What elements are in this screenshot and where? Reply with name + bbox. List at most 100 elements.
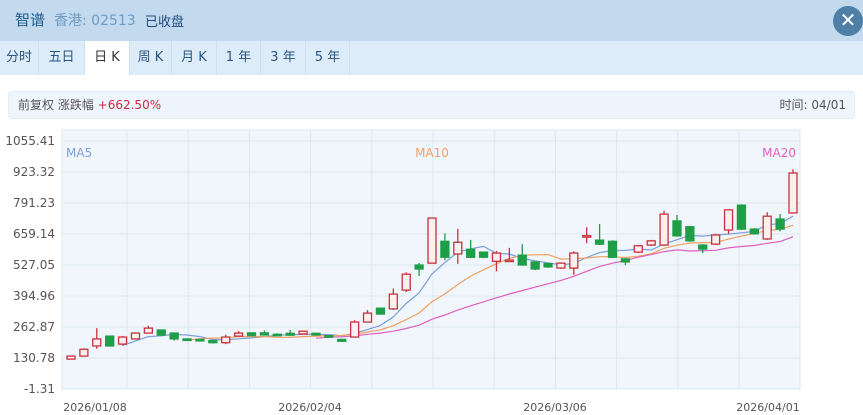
candle bbox=[388, 288, 398, 310]
candle bbox=[698, 244, 708, 254]
candle-body bbox=[195, 338, 205, 342]
candle bbox=[440, 233, 450, 261]
candle bbox=[79, 348, 89, 357]
tab-4[interactable]: 月 K bbox=[172, 41, 217, 75]
candle-body bbox=[105, 335, 115, 347]
candle-body bbox=[749, 228, 759, 235]
tab-6[interactable]: 3 年 bbox=[261, 41, 306, 75]
candle bbox=[736, 204, 747, 231]
candle bbox=[659, 210, 669, 247]
tab-0[interactable]: 分时 bbox=[0, 41, 39, 75]
close-button[interactable]: ✕ bbox=[833, 6, 863, 36]
market-status: 已收盘 bbox=[145, 15, 185, 30]
candle-body bbox=[582, 235, 592, 238]
candle bbox=[298, 330, 308, 335]
candle-body bbox=[543, 262, 553, 268]
candle bbox=[685, 225, 695, 242]
y-tick-label: -1.31 bbox=[24, 382, 55, 396]
candle-body bbox=[337, 338, 347, 342]
candle-body bbox=[775, 218, 785, 230]
header: 智谱 香港: 02513 已收盘 ✕ bbox=[0, 0, 863, 41]
candle bbox=[349, 320, 360, 338]
candle-body bbox=[762, 215, 772, 240]
y-tick-label: 394.96 bbox=[13, 289, 55, 303]
candle-body bbox=[723, 209, 734, 231]
candle bbox=[478, 251, 489, 259]
change-percent: +662.50% bbox=[97, 98, 162, 112]
candle bbox=[66, 355, 76, 360]
y-tick-label: 923.32 bbox=[13, 165, 55, 179]
legend-ma20: MA20 bbox=[762, 146, 796, 160]
candle bbox=[530, 261, 540, 271]
candle bbox=[491, 250, 502, 272]
candle bbox=[182, 338, 192, 342]
candle bbox=[221, 334, 231, 345]
candle bbox=[117, 335, 128, 346]
close-icon: ✕ bbox=[839, 8, 857, 32]
candle-body bbox=[440, 240, 450, 258]
candle-body bbox=[272, 333, 282, 337]
candle-body bbox=[646, 240, 656, 246]
tab-2[interactable]: 日 K bbox=[85, 41, 130, 75]
y-tick-label: 527.05 bbox=[13, 258, 55, 272]
y-tick-label: 262.87 bbox=[13, 320, 55, 334]
tab-5[interactable]: 1 年 bbox=[217, 41, 261, 75]
ma10-line bbox=[186, 224, 794, 341]
legend-ma10: MA10 bbox=[415, 146, 449, 160]
candle-body bbox=[685, 226, 695, 242]
candle bbox=[453, 228, 463, 264]
candle-body bbox=[466, 248, 476, 258]
stock-name: 智谱 bbox=[15, 11, 46, 29]
y-tick-label: 1055.41 bbox=[5, 134, 55, 148]
time-label: 时间: 04/01 bbox=[779, 98, 846, 112]
candle-body bbox=[569, 252, 579, 269]
candle bbox=[427, 217, 437, 264]
candle-body bbox=[311, 332, 321, 336]
candle-body bbox=[633, 245, 643, 253]
candle bbox=[504, 247, 515, 263]
tab-7[interactable]: 5 年 bbox=[306, 41, 350, 75]
candle-body bbox=[182, 338, 192, 342]
candle-body bbox=[117, 336, 128, 345]
y-tick-label: 659.14 bbox=[13, 227, 55, 241]
candle-body bbox=[375, 307, 386, 315]
candle-body bbox=[246, 332, 257, 337]
candle-body bbox=[672, 220, 682, 237]
candle-body bbox=[66, 355, 76, 360]
stock-code: 香港: 02513 bbox=[54, 13, 136, 29]
candle-body bbox=[453, 241, 463, 255]
candle-body bbox=[620, 258, 631, 263]
ma20-line bbox=[315, 236, 794, 339]
candle bbox=[272, 333, 282, 337]
info-bar: 前复权 涨跌幅 +662.50% 时间: 04/01 bbox=[8, 91, 855, 119]
candle-body bbox=[233, 332, 244, 337]
candle-body bbox=[556, 262, 566, 269]
candle bbox=[92, 328, 102, 349]
candle bbox=[762, 212, 772, 240]
candle-body bbox=[362, 312, 373, 323]
candle-body bbox=[659, 213, 669, 246]
tab-1[interactable]: 五日 bbox=[39, 41, 85, 75]
candle-body bbox=[79, 348, 89, 357]
candle bbox=[749, 228, 759, 235]
candle-body bbox=[530, 261, 540, 270]
tab-3[interactable]: 周 K bbox=[130, 41, 172, 75]
adjust-label: 前复权 涨跌幅 bbox=[18, 98, 94, 112]
candle bbox=[362, 310, 373, 323]
candle-body bbox=[349, 321, 360, 338]
candle-body bbox=[414, 264, 424, 270]
candle bbox=[775, 214, 785, 232]
candle-body bbox=[401, 273, 411, 291]
candle bbox=[620, 258, 631, 266]
candle bbox=[672, 215, 682, 237]
candle bbox=[401, 272, 411, 293]
candle bbox=[324, 335, 334, 338]
candle bbox=[375, 307, 386, 315]
candle-body bbox=[169, 332, 179, 340]
candle-body bbox=[130, 332, 141, 340]
candle-body bbox=[491, 252, 502, 262]
candle bbox=[337, 338, 347, 342]
candle-body bbox=[710, 234, 721, 245]
candle-body bbox=[594, 239, 605, 245]
